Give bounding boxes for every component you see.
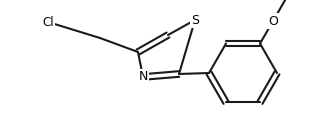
Text: N: N	[138, 70, 148, 84]
Text: Cl: Cl	[42, 16, 54, 29]
Text: O: O	[268, 15, 278, 27]
Text: S: S	[191, 13, 199, 27]
